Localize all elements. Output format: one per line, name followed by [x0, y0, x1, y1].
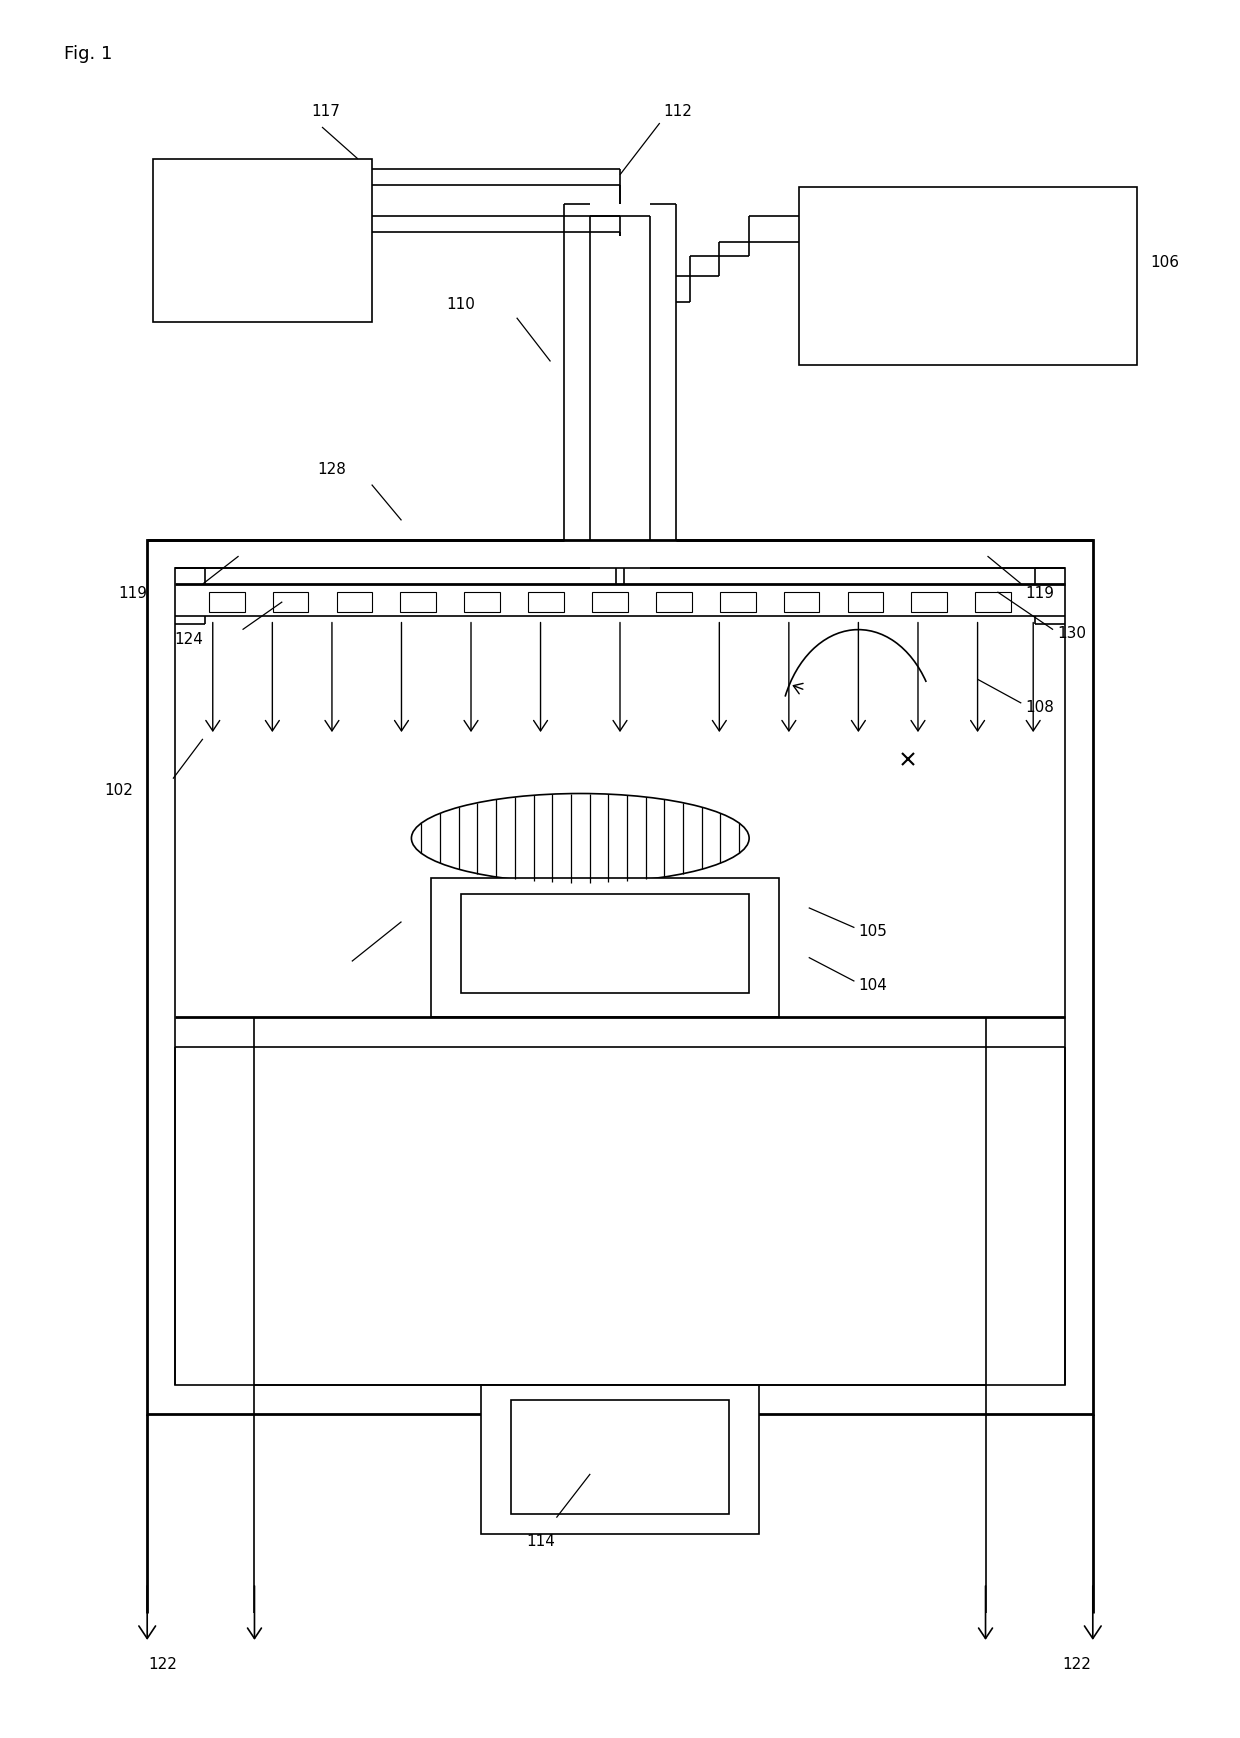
Text: 119: 119	[118, 586, 148, 601]
Text: 110: 110	[446, 297, 475, 311]
Text: 102: 102	[104, 784, 133, 798]
Bar	[784, 593, 820, 612]
Text: 130: 130	[1056, 626, 1086, 641]
Bar	[656, 593, 692, 612]
Bar	[432, 878, 779, 1017]
Bar	[719, 593, 755, 612]
Bar	[976, 593, 1011, 612]
Bar	[401, 593, 436, 612]
Bar	[799, 186, 1137, 365]
Text: Fig. 1: Fig. 1	[63, 45, 112, 63]
Bar	[208, 593, 244, 612]
Ellipse shape	[412, 794, 749, 883]
Text: 122: 122	[1063, 1656, 1091, 1672]
Text: 105: 105	[858, 925, 888, 939]
Bar	[528, 593, 564, 612]
Text: 124: 124	[174, 633, 203, 647]
Bar	[273, 593, 309, 612]
Text: 114: 114	[526, 1533, 556, 1549]
Bar	[148, 541, 1092, 1415]
Text: 122: 122	[149, 1656, 177, 1672]
Bar	[911, 593, 947, 612]
Text: 128: 128	[317, 462, 346, 476]
Bar	[511, 1401, 729, 1514]
Text: 119: 119	[1025, 586, 1054, 601]
Text: 108: 108	[1025, 700, 1054, 714]
Bar	[336, 593, 372, 612]
Bar	[464, 593, 500, 612]
Bar	[154, 158, 372, 322]
Bar	[175, 568, 1065, 1385]
Bar	[461, 893, 749, 992]
Bar	[847, 593, 883, 612]
Text: 104: 104	[858, 978, 888, 992]
Bar	[481, 1385, 759, 1533]
Bar	[591, 593, 627, 612]
Text: 112: 112	[663, 104, 693, 120]
Text: 106: 106	[1151, 254, 1179, 269]
Text: 117: 117	[311, 104, 341, 120]
